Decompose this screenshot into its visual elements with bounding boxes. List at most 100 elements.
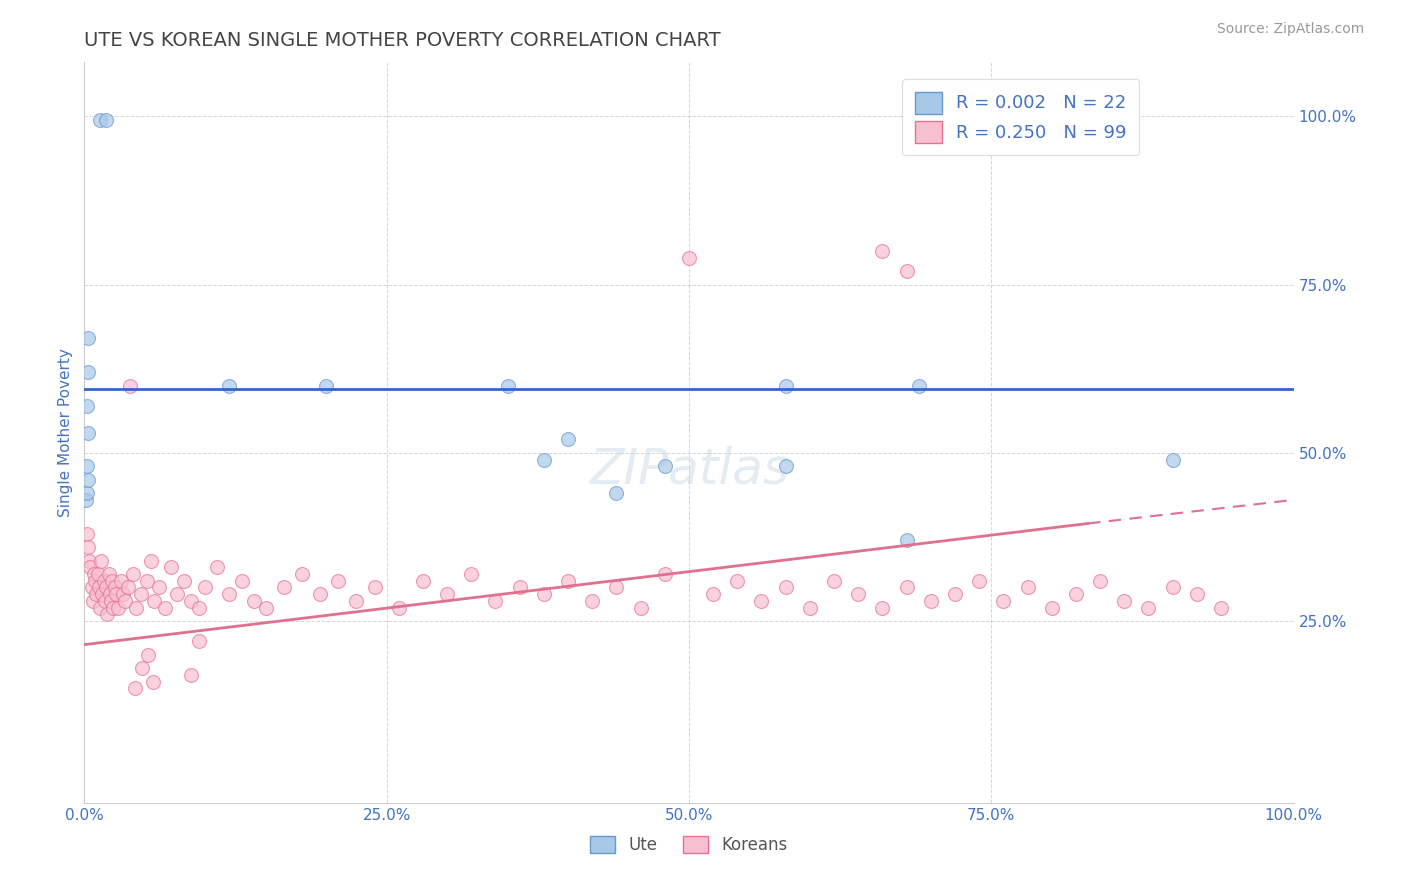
Point: [328, 574, 350, 588]
Point: [129, 587, 152, 601]
Point: [496, 378, 519, 392]
Point: [188, 600, 211, 615]
Point: [846, 587, 869, 601]
Point: [103, 600, 125, 615]
Point: [77, 331, 100, 345]
Point: [309, 587, 332, 601]
Point: [104, 587, 127, 601]
Point: [100, 594, 122, 608]
Point: [725, 574, 748, 588]
Point: [94, 112, 117, 127]
Point: [104, 581, 127, 595]
Point: [139, 553, 162, 567]
Point: [112, 587, 135, 601]
Point: [907, 378, 929, 392]
Point: [131, 661, 153, 675]
Point: [896, 581, 918, 595]
Point: [346, 594, 368, 608]
Point: [872, 600, 894, 615]
Point: [920, 594, 942, 608]
Point: [117, 581, 139, 595]
Point: [207, 560, 229, 574]
Point: [1064, 587, 1087, 601]
Point: [1114, 594, 1136, 608]
Point: [557, 433, 579, 447]
Point: [76, 526, 98, 541]
Point: [1088, 574, 1111, 588]
Point: [412, 574, 434, 588]
Point: [124, 681, 146, 696]
Y-axis label: Single Mother Poverty: Single Mother Poverty: [58, 348, 73, 517]
Point: [775, 378, 797, 392]
Point: [896, 264, 918, 278]
Point: [605, 581, 627, 595]
Point: [155, 600, 177, 615]
Point: [173, 574, 195, 588]
Point: [993, 594, 1015, 608]
Point: [1040, 600, 1063, 615]
Point: [388, 600, 411, 615]
Point: [89, 600, 111, 615]
Point: [160, 560, 183, 574]
Point: [194, 581, 217, 595]
Point: [77, 473, 100, 487]
Point: [121, 566, 143, 581]
Point: [120, 378, 142, 392]
Point: [254, 600, 277, 615]
Point: [315, 378, 337, 392]
Text: ZIPatlas: ZIPatlas: [589, 446, 789, 493]
Point: [96, 607, 118, 622]
Point: [823, 574, 845, 588]
Point: [218, 378, 240, 392]
Point: [107, 600, 129, 615]
Point: [630, 600, 652, 615]
Point: [799, 600, 821, 615]
Point: [943, 587, 966, 601]
Point: [77, 540, 100, 554]
Point: [1209, 600, 1232, 615]
Point: [702, 587, 724, 601]
Point: [93, 574, 115, 588]
Point: [775, 459, 797, 474]
Point: [509, 581, 531, 595]
Point: [89, 112, 111, 127]
Point: [94, 581, 117, 595]
Point: [654, 459, 676, 474]
Point: [1137, 600, 1160, 615]
Point: [1017, 581, 1039, 595]
Point: [125, 600, 148, 615]
Point: [101, 574, 124, 588]
Point: [436, 587, 458, 601]
Point: [79, 560, 101, 574]
Point: [94, 594, 117, 608]
Point: [97, 566, 120, 581]
Text: Source: ZipAtlas.com: Source: ZipAtlas.com: [1216, 22, 1364, 37]
Point: [180, 668, 202, 682]
Point: [654, 566, 676, 581]
Point: [273, 581, 295, 595]
Point: [138, 648, 160, 662]
Point: [110, 574, 132, 588]
Point: [605, 486, 627, 500]
Point: [91, 587, 114, 601]
Point: [678, 251, 700, 265]
Point: [1161, 452, 1184, 467]
Point: [82, 594, 104, 608]
Point: [533, 587, 555, 601]
Point: [1185, 587, 1208, 601]
Legend: Ute, Koreans: Ute, Koreans: [583, 830, 794, 861]
Point: [581, 594, 603, 608]
Point: [218, 587, 240, 601]
Point: [142, 674, 165, 689]
Point: [148, 581, 170, 595]
Point: [77, 365, 100, 379]
Point: [166, 587, 188, 601]
Point: [143, 594, 166, 608]
Point: [775, 581, 797, 595]
Point: [967, 574, 990, 588]
Point: [86, 566, 108, 581]
Point: [188, 634, 211, 648]
Point: [180, 594, 202, 608]
Point: [460, 566, 482, 581]
Point: [76, 459, 98, 474]
